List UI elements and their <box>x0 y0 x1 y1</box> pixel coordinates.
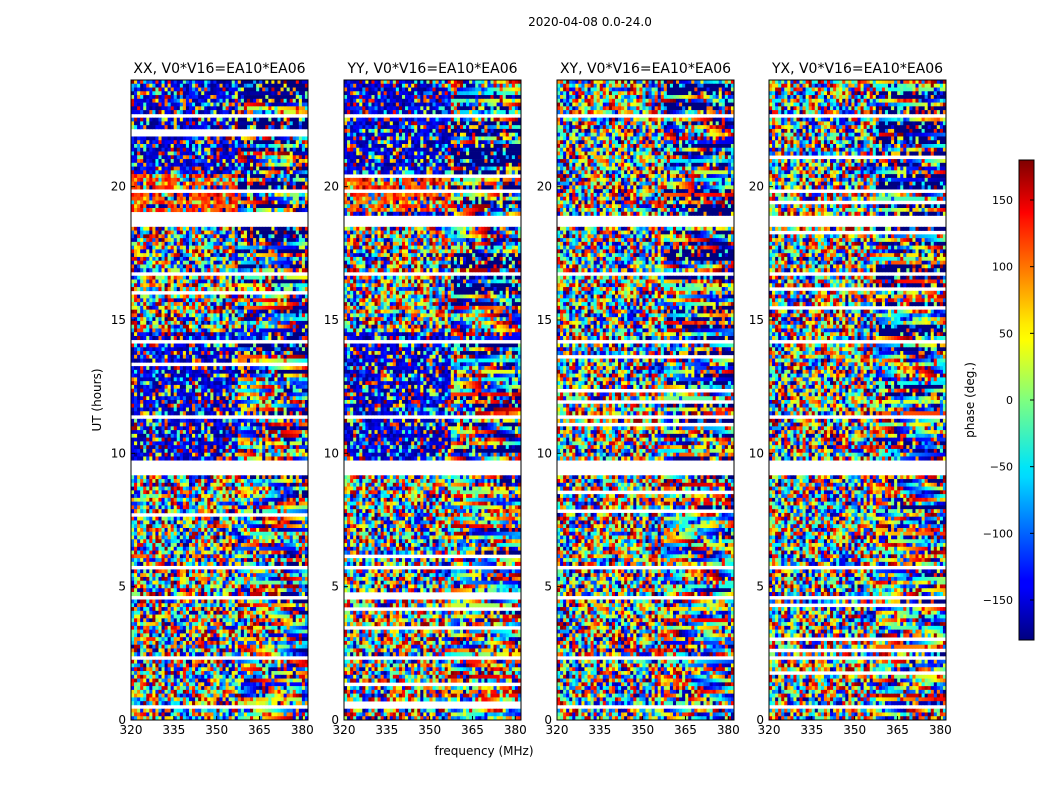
colorbar-tick-label: 100 <box>992 261 1013 274</box>
x-tick-label: 320 <box>120 723 143 737</box>
x-tick-label: 380 <box>929 723 952 737</box>
x-tick-label: 350 <box>631 723 654 737</box>
panel-frame <box>130 79 309 721</box>
x-tick-label: 365 <box>674 723 697 737</box>
phase-heatmap <box>344 80 521 720</box>
x-tick-label: 320 <box>546 723 569 737</box>
y-tick-label: 5 <box>331 580 339 594</box>
panel-frame <box>556 79 735 721</box>
x-tick-label: 380 <box>717 723 740 737</box>
y-axis-label: UT (hours) <box>90 368 104 431</box>
panel-xy: XY, V0*V16=EA10*EA06 320 335 350 365 380 0 5 10 1… <box>537 61 740 737</box>
colorbar-label: phase (deg.) <box>963 362 977 438</box>
x-tick-label: 365 <box>248 723 271 737</box>
colorbar-tick-label: 150 <box>992 194 1013 207</box>
y-tick-label: 20 <box>749 180 764 194</box>
y-tick-label: 5 <box>544 580 552 594</box>
y-tick-label: 20 <box>324 180 339 194</box>
x-tick-label: 335 <box>588 723 611 737</box>
colorbar-tick-label: −150 <box>983 594 1013 607</box>
y-tick-label: 0 <box>118 713 126 727</box>
x-tick-label: 320 <box>758 723 781 737</box>
x-tick-label: 320 <box>333 723 356 737</box>
x-axis-label: frequency (MHz) <box>434 744 533 758</box>
y-tick-label: 15 <box>111 313 126 327</box>
y-tick-label: 20 <box>111 180 126 194</box>
y-tick-label: 0 <box>756 713 764 727</box>
panel-frame <box>768 79 947 721</box>
y-tick-label: 15 <box>537 313 552 327</box>
panel-frame <box>343 79 522 721</box>
phase-heatmap <box>557 80 734 720</box>
y-tick-label: 10 <box>111 446 126 460</box>
y-tick-label: 0 <box>331 713 339 727</box>
x-tick-label: 350 <box>205 723 228 737</box>
x-tick-label: 365 <box>886 723 909 737</box>
x-tick-label: 365 <box>461 723 484 737</box>
colorbar-ticks: −150 −100 −50 0 50 100 150 <box>983 194 1034 607</box>
y-tick-label: 5 <box>756 580 764 594</box>
colorbar-tick-label: 0 <box>1006 394 1013 407</box>
panel-title: YX, V0*V16=EA10*EA06 <box>771 61 943 77</box>
x-tick-label: 335 <box>162 723 185 737</box>
y-tick-label: 20 <box>537 180 552 194</box>
phase-heatmap <box>131 80 308 720</box>
panel-title: XX, V0*V16=EA10*EA06 <box>133 61 305 77</box>
panel-yx: YX, V0*V16=EA10*EA06 320 335 350 365 380 0 5 10 1… <box>749 61 952 737</box>
colorbar-tick-label: −100 <box>983 527 1013 540</box>
x-tick-label: 380 <box>291 723 314 737</box>
colorbar-tick-label: −50 <box>990 461 1013 474</box>
panel-xx: XX, V0*V16=EA10*EA06 320 335 350 365 380 0 5 10 1… <box>111 61 314 737</box>
y-tick-label: 0 <box>544 713 552 727</box>
y-tick-label: 10 <box>749 446 764 460</box>
figure-suptitle: 2020-04-08 0.0-24.0 <box>528 15 652 29</box>
panel-yy: YY, V0*V16=EA10*EA06 320 335 350 365 380 0 5 10 1… <box>324 61 527 737</box>
x-tick-label: 350 <box>843 723 866 737</box>
y-tick-label: 5 <box>118 580 126 594</box>
y-tick-label: 10 <box>324 446 339 460</box>
x-tick-label: 335 <box>375 723 398 737</box>
x-tick-label: 335 <box>800 723 823 737</box>
colorbar: −150 −100 −50 0 50 100 150 phase (deg.) <box>963 159 1035 641</box>
phase-heatmap <box>769 80 946 720</box>
y-tick-label: 15 <box>749 313 764 327</box>
panels-group: XX, V0*V16=EA10*EA06 320 335 350 365 380 0 5 10 1… <box>111 61 952 737</box>
colorbar-tick-label: 50 <box>999 327 1013 340</box>
x-tick-label: 380 <box>504 723 527 737</box>
y-tick-label: 15 <box>324 313 339 327</box>
x-tick-label: 350 <box>418 723 441 737</box>
panel-title: XY, V0*V16=EA10*EA06 <box>560 61 731 77</box>
panel-title: YY, V0*V16=EA10*EA06 <box>346 61 517 77</box>
y-tick-label: 10 <box>537 446 552 460</box>
